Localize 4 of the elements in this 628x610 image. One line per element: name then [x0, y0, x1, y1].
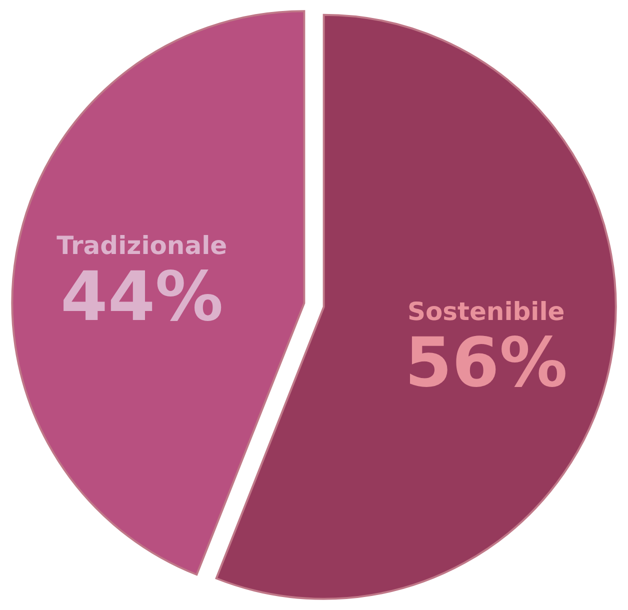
- slice-label: Tradizionale: [56, 231, 228, 260]
- data-label: 56%: [404, 324, 568, 403]
- slice-label: Sostenibile: [407, 296, 565, 326]
- data-label: 44%: [60, 258, 224, 338]
